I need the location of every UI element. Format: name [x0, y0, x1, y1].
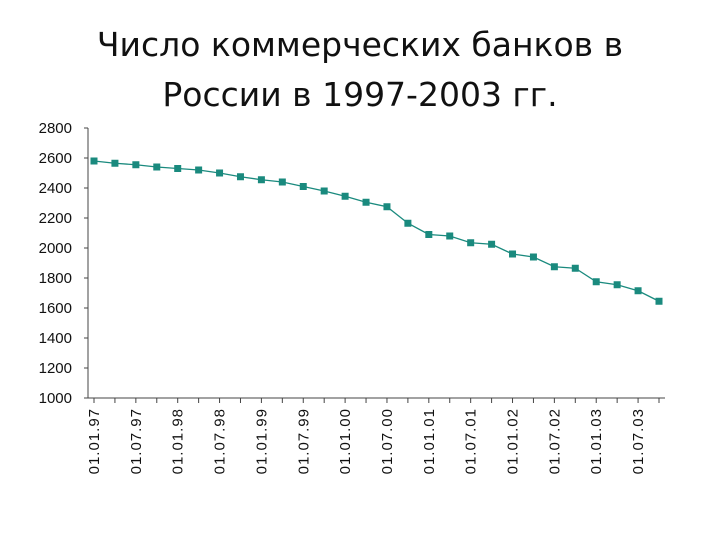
data-point: [320, 187, 328, 195]
chart-axes: [87, 128, 665, 399]
x-tick-label: 01.07.01: [463, 408, 480, 474]
data-point: [257, 176, 265, 184]
data-point: [613, 281, 621, 289]
x-tick-label: 01.07.97: [128, 408, 145, 474]
y-tick-label: 2400: [39, 180, 72, 197]
x-tick-label: 01.01.98: [170, 408, 187, 474]
data-point: [488, 240, 496, 248]
data-point: [299, 183, 307, 190]
y-tick-label: 1600: [39, 300, 72, 317]
data-point: [529, 253, 537, 261]
x-tick-label: 01.01.02: [505, 408, 522, 474]
x-tick-label: 01.07.00: [379, 408, 396, 474]
y-tick-label: 2600: [39, 150, 72, 167]
data-point: [446, 232, 454, 240]
data-point: [509, 250, 517, 258]
y-tick-label: 1200: [39, 360, 72, 377]
x-tick-label: 01.07.99: [295, 408, 312, 474]
x-tick-label: 01.07.02: [546, 408, 563, 474]
data-point: [592, 278, 600, 286]
data-point: [236, 173, 244, 181]
data-point: [571, 264, 579, 272]
data-point: [341, 192, 349, 200]
x-tick-label: 01.01.01: [421, 408, 438, 474]
y-tick-label: 1800: [39, 270, 72, 287]
data-point: [655, 297, 663, 305]
x-tick-label: 01.01.03: [588, 408, 605, 474]
y-tick-label: 2800: [39, 120, 72, 137]
data-point: [174, 165, 182, 172]
y-tick-label: 1400: [39, 330, 72, 347]
data-point: [362, 198, 370, 206]
data-point: [383, 203, 391, 211]
chart-title: Число коммерческих банков в России в 199…: [0, 20, 720, 120]
y-axis-ticks: 2800 2600 2400 2200 2000 1800 1600 1400 1200 1000: [39, 120, 88, 407]
x-tick-label: 01.07.03: [630, 408, 647, 474]
data-point: [425, 231, 433, 238]
chart-title-line1: Число коммерческих банков в: [96, 25, 624, 64]
y-tick-label: 2200: [39, 210, 72, 227]
x-tick-label: 01.01.00: [337, 408, 354, 474]
y-tick-label: 1000: [39, 390, 72, 407]
chart-title-line2: России в 1997-2003 гг.: [162, 75, 558, 114]
series-group: [90, 157, 663, 305]
series-line: [93, 160, 660, 302]
x-axis-ticks: 01.01.97 01.07.97 01.01.98 01.07.98 01.01.99…: [86, 398, 660, 474]
data-point: [132, 161, 140, 169]
data-point: [216, 169, 224, 177]
x-tick-label: 01.01.99: [253, 408, 270, 474]
data-point: [90, 157, 98, 165]
x-tick-label: 01.07.98: [212, 408, 229, 474]
data-point: [278, 178, 286, 186]
data-point: [153, 163, 161, 171]
data-point: [404, 219, 412, 227]
data-point: [550, 263, 558, 271]
data-point: [467, 239, 475, 247]
x-tick-label: 01.01.97: [86, 408, 103, 474]
y-tick-label: 2000: [39, 240, 72, 257]
data-point: [195, 166, 203, 174]
data-point: [634, 287, 642, 295]
data-point: [111, 159, 119, 167]
